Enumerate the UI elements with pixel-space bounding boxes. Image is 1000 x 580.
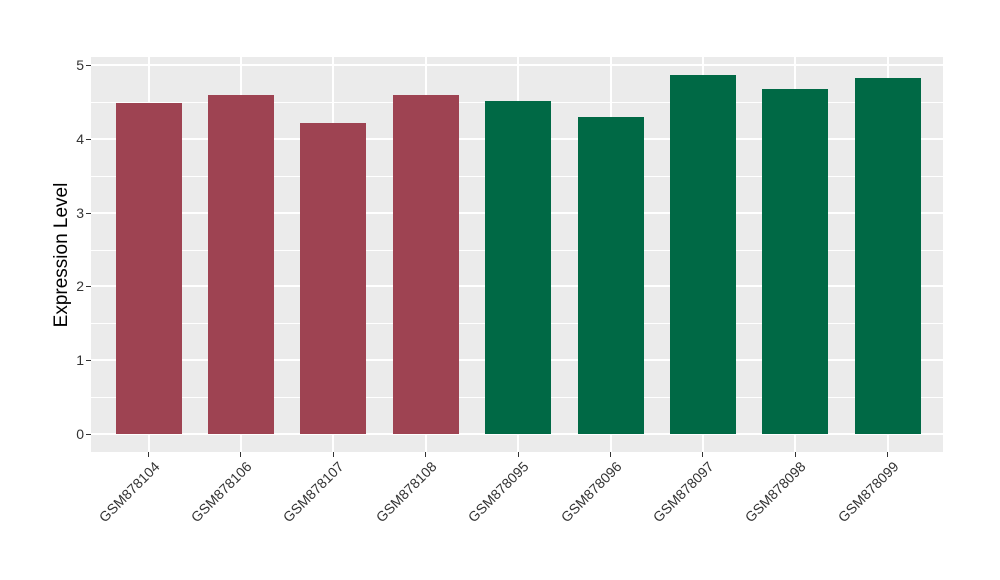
y-tick-mark [86,138,91,140]
x-tick-mark [517,452,519,457]
bar-GSM878095 [485,101,552,434]
y-tick-label: 5 [76,57,84,73]
bar-GSM878106 [207,95,274,434]
bar-GSM878098 [762,88,829,434]
y-tick-label: 1 [76,352,84,369]
bar-GSM878099 [854,78,921,434]
y-tick-mark [86,360,91,362]
x-tick-label-GSM878096: GSM878096 [557,458,625,526]
y-tick-mark [86,434,91,435]
x-tick-label-GSM878098: GSM878098 [742,458,809,526]
y-tick-mark [86,65,91,66]
y-tick-label: 2 [76,278,84,295]
x-tick-label-GSM878099: GSM878099 [834,458,902,526]
bar-GSM878107 [300,122,367,434]
x-tick-mark [702,452,704,457]
gridline-major [91,64,943,66]
bar-GSM878104 [115,103,182,434]
x-tick-label-GSM878104: GSM878104 [95,458,163,526]
bar-GSM878108 [392,94,459,434]
x-tick-label-GSM878097: GSM878097 [649,458,717,526]
x-tick-label-GSM878107: GSM878107 [280,458,347,526]
y-tick-label: 0 [76,426,84,442]
x-tick-label-GSM878106: GSM878106 [187,458,255,526]
y-tick-label: 3 [76,204,84,221]
y-tick-mark [86,212,91,214]
x-tick-mark [610,452,611,457]
x-tick-mark [240,452,242,457]
bar-GSM878096 [577,116,644,434]
plot-panel [91,57,943,452]
x-tick-mark [887,452,889,457]
x-tick-mark [332,452,334,457]
y-tick-mark [86,286,91,288]
x-tick-mark [794,452,796,457]
gridline-major [91,433,943,435]
x-tick-mark [425,452,427,457]
x-tick-mark [148,452,149,457]
x-tick-label-GSM878095: GSM878095 [464,458,532,526]
y-tick-label: 4 [76,130,84,147]
x-tick-label-GSM878108: GSM878108 [372,458,440,526]
bar-GSM878097 [669,75,736,434]
